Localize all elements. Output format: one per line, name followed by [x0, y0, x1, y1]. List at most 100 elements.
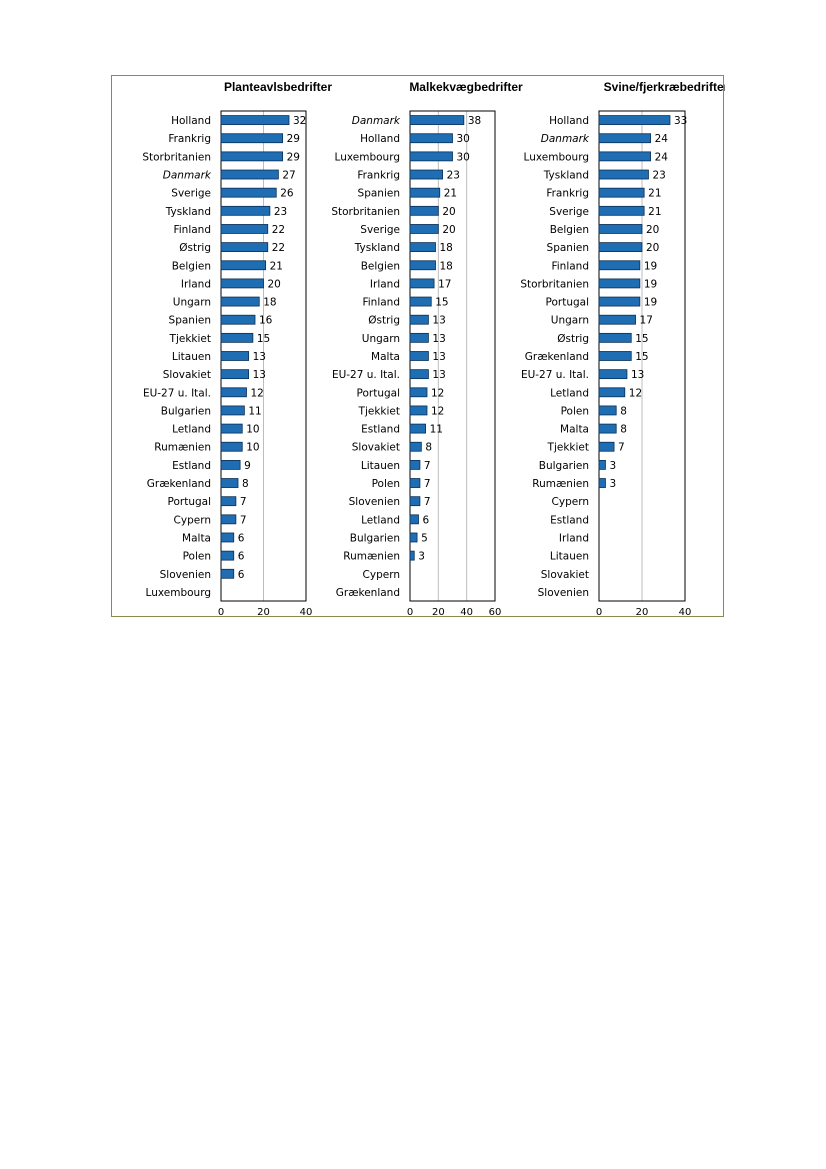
- value-label: 7: [424, 460, 431, 472]
- value-label: 3: [418, 551, 425, 563]
- category-label: Finland: [173, 224, 211, 236]
- bar: [220, 550, 235, 561]
- bar: [409, 133, 453, 144]
- category-label: Holland: [360, 133, 400, 145]
- bar: [220, 459, 241, 470]
- value-label: 5: [421, 532, 428, 544]
- value-label: 13: [432, 333, 445, 345]
- category-label: Tyskland: [354, 242, 400, 254]
- bar: [220, 568, 235, 579]
- x-tick-label: 60: [489, 607, 502, 618]
- value-label: 17: [438, 278, 451, 290]
- value-label: 12: [431, 387, 444, 399]
- bar: [598, 133, 651, 144]
- bar: [598, 169, 649, 180]
- value-label: 21: [648, 206, 661, 218]
- value-label: 15: [635, 333, 648, 345]
- category-label: Slovakiet: [541, 569, 589, 581]
- x-tick-label: 40: [460, 607, 473, 618]
- value-label: 19: [644, 278, 657, 290]
- bar: [409, 224, 439, 234]
- bar: [220, 205, 271, 216]
- bar: [220, 242, 269, 253]
- x-tick-label: 40: [679, 607, 692, 618]
- bar: [220, 496, 237, 507]
- value-label: 26: [280, 188, 294, 200]
- bar: [409, 459, 421, 470]
- category-label: Bulgarien: [350, 532, 400, 544]
- value-label: 8: [620, 424, 627, 436]
- x-tick-label: 0: [407, 607, 413, 618]
- category-label: Litauen: [361, 460, 400, 472]
- category-label: Danmark: [352, 115, 401, 127]
- category-label: Letland: [172, 424, 211, 436]
- value-label: 10: [246, 424, 259, 436]
- bar: [409, 369, 429, 380]
- value-label: 10: [246, 442, 259, 454]
- category-label: Belgien: [361, 260, 400, 272]
- bar: [220, 351, 250, 361]
- category-label: Irland: [559, 532, 589, 544]
- value-label: 3: [609, 478, 616, 490]
- category-label: Portugal: [168, 496, 212, 508]
- value-label: 19: [644, 297, 657, 309]
- value-label: 18: [440, 242, 453, 254]
- value-label: 16: [259, 315, 273, 327]
- category-label: Litauen: [172, 351, 211, 363]
- bar: [409, 496, 421, 507]
- category-label: Storbritanien: [142, 151, 211, 163]
- x-tick-label: 20: [432, 607, 445, 618]
- category-label: Tyskland: [165, 206, 211, 218]
- panel-title: Malkekvægbedrifter: [409, 80, 523, 94]
- bar: [220, 314, 256, 325]
- bar: [598, 332, 632, 343]
- value-label: 13: [631, 369, 644, 381]
- category-label: Østrig: [368, 315, 400, 327]
- category-label: Spanien: [358, 188, 400, 200]
- category-label: Rumænien: [532, 478, 589, 490]
- bar: [220, 405, 245, 416]
- value-label: 21: [444, 188, 457, 200]
- category-label: Malta: [371, 351, 400, 363]
- bar: [409, 260, 436, 271]
- category-label: Luxembourg: [146, 587, 211, 599]
- category-label: Ungarn: [362, 333, 400, 345]
- value-label: 38: [468, 115, 481, 127]
- category-label: Polen: [561, 405, 589, 417]
- category-label: Storbritanien: [331, 206, 400, 218]
- value-label: 12: [629, 387, 642, 399]
- bar: [409, 478, 421, 488]
- category-label: Grækenland: [147, 478, 211, 490]
- bar: [220, 332, 254, 343]
- category-label: Storbritanien: [520, 278, 589, 290]
- category-label: Portugal: [546, 297, 590, 309]
- value-label: 15: [435, 297, 448, 309]
- bar: [220, 423, 243, 434]
- value-label: 17: [640, 315, 653, 327]
- value-label: 15: [635, 351, 648, 363]
- value-label: 20: [646, 224, 659, 236]
- bar: [598, 423, 617, 434]
- category-label: Tjekkiet: [547, 442, 589, 454]
- category-label: Frankrig: [168, 133, 211, 145]
- category-label: Polen: [372, 478, 400, 490]
- value-label: 18: [263, 297, 276, 309]
- category-label: Grækenland: [336, 587, 400, 599]
- bar: [409, 242, 436, 253]
- category-label: Tjekkiet: [358, 405, 400, 417]
- value-label: 8: [620, 405, 627, 417]
- category-label: EU-27 u. Ital.: [143, 387, 211, 399]
- category-label: Slovakiet: [163, 369, 211, 381]
- bar: [220, 278, 264, 289]
- category-label: Ungarn: [551, 315, 589, 327]
- panel-title: Planteavlsbedrifter: [224, 80, 332, 94]
- value-label: 23: [652, 170, 665, 182]
- category-label: Estland: [550, 514, 589, 526]
- value-label: 12: [251, 387, 264, 399]
- value-label: 6: [423, 514, 430, 526]
- category-label: Frankrig: [546, 188, 589, 200]
- category-label: Slovakiet: [352, 442, 400, 454]
- bar: [409, 169, 443, 180]
- category-label: Malta: [182, 532, 211, 544]
- bar: [409, 296, 432, 307]
